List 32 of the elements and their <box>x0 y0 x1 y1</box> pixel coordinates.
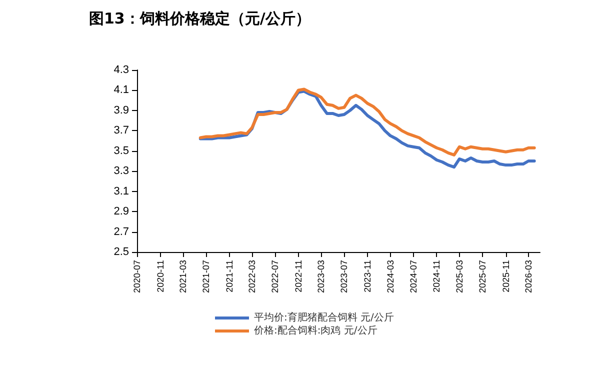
x-tick-label: 2023-07 <box>339 260 350 294</box>
y-tick-label: 4.1 <box>114 84 129 96</box>
x-tick-label: 2022-03 <box>247 260 258 294</box>
y-tick-label: 3.5 <box>114 144 129 157</box>
y-tick-label: 4.3 <box>114 64 129 76</box>
x-tick-label: 2024-11 <box>432 260 442 292</box>
x-tick-label: 2021-11 <box>224 260 234 292</box>
y-tick-label: 3.1 <box>114 185 129 198</box>
y-tick-label: 2.9 <box>114 206 129 218</box>
x-tick-label: 2025-07 <box>477 260 488 294</box>
line-series <box>198 88 536 156</box>
x-tick-label: 2026-03 <box>523 260 534 294</box>
x-tick-label: 2024-07 <box>408 260 418 294</box>
x-tick-label: 2021-07 <box>201 260 212 294</box>
y-tick-label: 2.7 <box>114 226 129 238</box>
x-tick-label: 2023-03 <box>316 260 326 294</box>
x-tick-label: 2025-11 <box>500 260 511 292</box>
x-tick-label: 2023-11 <box>362 260 372 292</box>
y-tick-label: 3.9 <box>114 104 129 116</box>
x-tick-label: 2022-07 <box>270 260 280 294</box>
legend-label: 平均价:育肥猪配合饲料 元/公斤 <box>254 312 394 324</box>
x-tick-label: 2020-11 <box>155 260 166 292</box>
x-tick-label: 2020-07 <box>132 260 142 294</box>
legend-label: 价格:配合饲料:肉鸡 元/公斤 <box>253 324 378 336</box>
y-tick-label: 3.7 <box>114 124 129 137</box>
y-tick-label: 2.5 <box>114 246 129 258</box>
x-tick-label: 2024-03 <box>385 260 396 294</box>
chart-title: 图13：饲料价格稳定（元/公斤） <box>89 10 310 28</box>
x-tick-label: 2022-11 <box>293 260 304 292</box>
y-tick-label: 3.3 <box>114 165 129 178</box>
x-tick-label: 2021-03 <box>178 260 188 294</box>
x-tick-label: 2025-03 <box>454 260 464 294</box>
